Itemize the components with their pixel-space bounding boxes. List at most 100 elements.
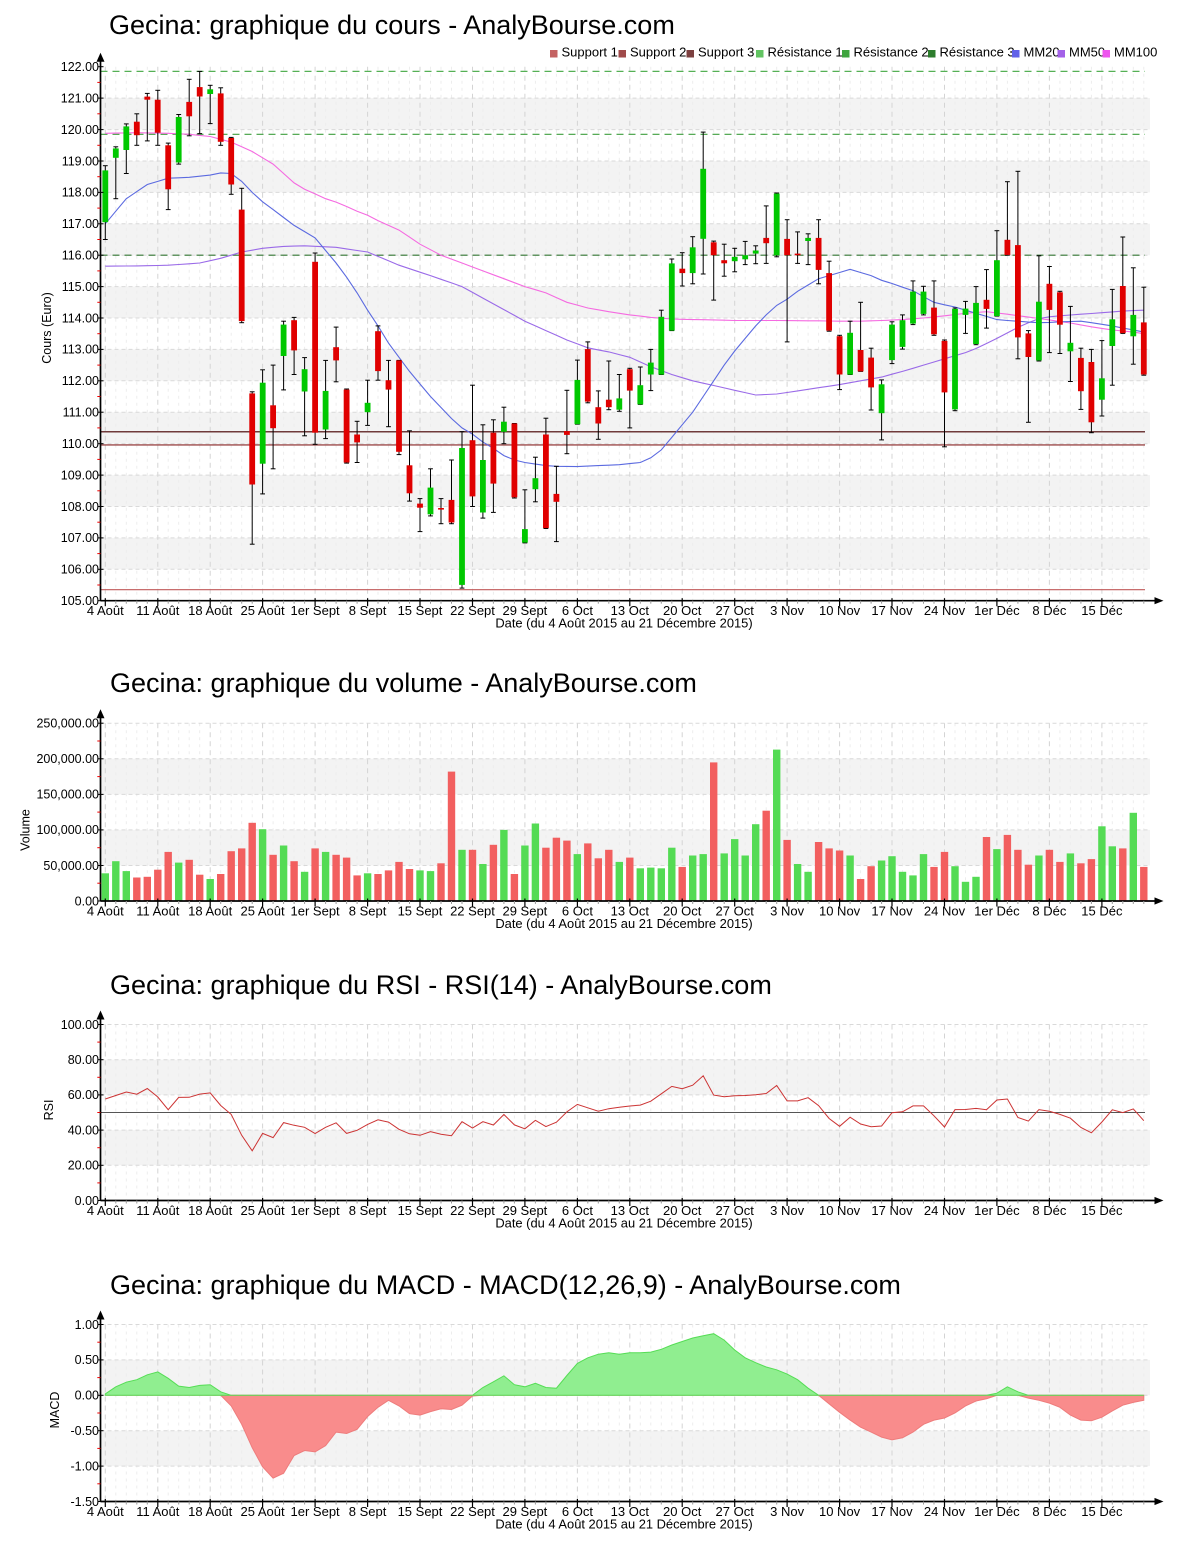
svg-text:3 Nov: 3 Nov <box>770 1504 804 1519</box>
svg-text:121.00: 121.00 <box>61 91 99 105</box>
svg-text:18 Août: 18 Août <box>188 1504 232 1519</box>
svg-text:27 Oct: 27 Oct <box>716 1203 755 1218</box>
svg-text:15 Déc: 15 Déc <box>1081 1203 1123 1218</box>
svg-text:11 Août: 11 Août <box>136 1203 180 1218</box>
svg-text:8 Sept: 8 Sept <box>349 1203 387 1218</box>
svg-text:22 Sept: 22 Sept <box>450 1504 495 1519</box>
svg-text:0.00: 0.00 <box>75 894 99 908</box>
svg-text:3 Nov: 3 Nov <box>770 1203 804 1218</box>
svg-text:109.00: 109.00 <box>61 468 99 482</box>
svg-text:17 Nov: 17 Nov <box>871 1504 913 1519</box>
svg-text:Gecina: graphique du volume -: Gecina: graphique du volume - AnalyBours… <box>110 668 697 698</box>
svg-text:18 Août: 18 Août <box>188 603 232 618</box>
svg-text:Date (du 4 Août 2015 au 21 Déc: Date (du 4 Août 2015 au 21 Décembre 2015… <box>495 916 752 931</box>
svg-text:29 Sept: 29 Sept <box>502 1504 547 1519</box>
svg-text:122.00: 122.00 <box>61 60 99 74</box>
svg-text:1er Sept: 1er Sept <box>291 1504 341 1519</box>
svg-text:6 Oct: 6 Oct <box>562 1504 593 1519</box>
svg-text:Gecina: graphique du MACD - MA: Gecina: graphique du MACD - MACD(12,26,9… <box>110 1270 901 1300</box>
svg-text:29 Sept: 29 Sept <box>502 903 547 918</box>
svg-text:20 Oct: 20 Oct <box>663 903 702 918</box>
svg-text:1.00: 1.00 <box>75 1318 99 1332</box>
svg-text:29 Sept: 29 Sept <box>502 1203 547 1218</box>
svg-text:Date (du 4 Août 2015 au 21 Déc: Date (du 4 Août 2015 au 21 Décembre 2015… <box>495 1215 752 1230</box>
svg-text:111.00: 111.00 <box>63 406 99 420</box>
svg-text:17 Nov: 17 Nov <box>871 903 913 918</box>
svg-text:24 Nov: 24 Nov <box>924 1504 966 1519</box>
svg-text:MM50: MM50 <box>1069 45 1105 60</box>
svg-text:20 Oct: 20 Oct <box>663 1203 702 1218</box>
svg-text:116.00: 116.00 <box>62 249 99 263</box>
svg-text:MACD: MACD <box>48 1392 62 1429</box>
svg-text:114.00: 114.00 <box>62 311 99 325</box>
svg-text:110.00: 110.00 <box>62 437 99 451</box>
svg-text:117.00: 117.00 <box>62 217 99 231</box>
svg-text:Support 3: Support 3 <box>698 45 754 60</box>
svg-text:4 Août: 4 Août <box>87 603 124 618</box>
svg-text:Volume: Volume <box>19 809 33 851</box>
svg-text:11 Août: 11 Août <box>136 603 180 618</box>
svg-text:13 Oct: 13 Oct <box>611 1504 650 1519</box>
svg-text:15 Sept: 15 Sept <box>398 1203 443 1218</box>
svg-text:25 Août: 25 Août <box>241 1504 285 1519</box>
svg-text:112.00: 112.00 <box>62 374 99 388</box>
svg-text:80.00: 80.00 <box>68 1053 99 1067</box>
svg-text:MM20: MM20 <box>1024 45 1060 60</box>
svg-text:0.00: 0.00 <box>75 1389 99 1403</box>
svg-text:1er Déc: 1er Déc <box>974 1504 1020 1519</box>
svg-text:Gecina: graphique du RSI - RSI: Gecina: graphique du RSI - RSI(14) - Ana… <box>110 970 772 1000</box>
svg-text:1er Déc: 1er Déc <box>974 1203 1020 1218</box>
svg-text:150,000.00: 150,000.00 <box>36 788 99 802</box>
svg-text:100.00: 100.00 <box>61 1018 99 1032</box>
svg-text:118.00: 118.00 <box>62 186 99 200</box>
svg-text:20 Oct: 20 Oct <box>663 603 702 618</box>
svg-text:40.00: 40.00 <box>68 1123 99 1137</box>
svg-text:13 Oct: 13 Oct <box>611 603 650 618</box>
svg-text:Résistance 2: Résistance 2 <box>854 45 929 60</box>
svg-text:27 Oct: 27 Oct <box>716 1504 755 1519</box>
svg-text:108.00: 108.00 <box>61 500 99 514</box>
svg-text:120.00: 120.00 <box>61 123 99 137</box>
svg-text:8 Sept: 8 Sept <box>349 603 387 618</box>
svg-text:15 Déc: 15 Déc <box>1081 1504 1123 1519</box>
svg-text:8 Sept: 8 Sept <box>349 903 387 918</box>
svg-text:115.00: 115.00 <box>62 280 99 294</box>
svg-text:MM100: MM100 <box>1114 45 1157 60</box>
svg-text:Date (du 4 Août 2015 au 21 Déc: Date (du 4 Août 2015 au 21 Décembre 2015… <box>495 1516 752 1531</box>
svg-text:18 Août: 18 Août <box>188 1203 232 1218</box>
svg-text:24 Nov: 24 Nov <box>924 1203 966 1218</box>
svg-text:27 Oct: 27 Oct <box>716 603 755 618</box>
svg-text:6 Oct: 6 Oct <box>562 903 593 918</box>
svg-text:6 Oct: 6 Oct <box>562 1203 593 1218</box>
svg-text:22 Sept: 22 Sept <box>450 603 495 618</box>
svg-text:20.00: 20.00 <box>68 1159 99 1173</box>
svg-text:4 Août: 4 Août <box>87 1504 124 1519</box>
svg-text:0.50: 0.50 <box>75 1353 99 1367</box>
svg-text:100,000.00: 100,000.00 <box>36 823 99 837</box>
svg-text:22 Sept: 22 Sept <box>450 1203 495 1218</box>
svg-text:Résistance 1: Résistance 1 <box>768 45 843 60</box>
svg-text:13 Oct: 13 Oct <box>611 903 650 918</box>
svg-text:Date (du 4 Août 2015 au 21 Déc: Date (du 4 Août 2015 au 21 Décembre 2015… <box>495 616 752 631</box>
svg-text:-1.50: -1.50 <box>71 1495 100 1509</box>
svg-text:Résistance 3: Résistance 3 <box>940 45 1015 60</box>
svg-text:24 Nov: 24 Nov <box>924 603 966 618</box>
svg-text:15 Sept: 15 Sept <box>398 903 443 918</box>
svg-text:10 Nov: 10 Nov <box>819 903 861 918</box>
svg-text:-1.00: -1.00 <box>71 1459 100 1473</box>
svg-text:RSI: RSI <box>42 1100 56 1121</box>
svg-text:1er Déc: 1er Déc <box>974 603 1020 618</box>
svg-text:10 Nov: 10 Nov <box>819 1504 861 1519</box>
svg-text:Support 1: Support 1 <box>562 45 618 60</box>
svg-text:60.00: 60.00 <box>68 1088 99 1102</box>
svg-text:Cours (Euro): Cours (Euro) <box>40 292 54 364</box>
svg-text:0.00: 0.00 <box>75 1194 99 1208</box>
svg-text:13 Oct: 13 Oct <box>611 1203 650 1218</box>
svg-text:Gecina: graphique du cours - A: Gecina: graphique du cours - AnalyBourse… <box>109 10 675 40</box>
svg-text:11 Août: 11 Août <box>136 1504 180 1519</box>
svg-text:1er Sept: 1er Sept <box>291 1203 341 1218</box>
svg-text:8 Sept: 8 Sept <box>349 1504 387 1519</box>
svg-text:10 Nov: 10 Nov <box>819 603 861 618</box>
svg-text:6 Oct: 6 Oct <box>562 603 593 618</box>
svg-text:1er Sept: 1er Sept <box>291 903 341 918</box>
